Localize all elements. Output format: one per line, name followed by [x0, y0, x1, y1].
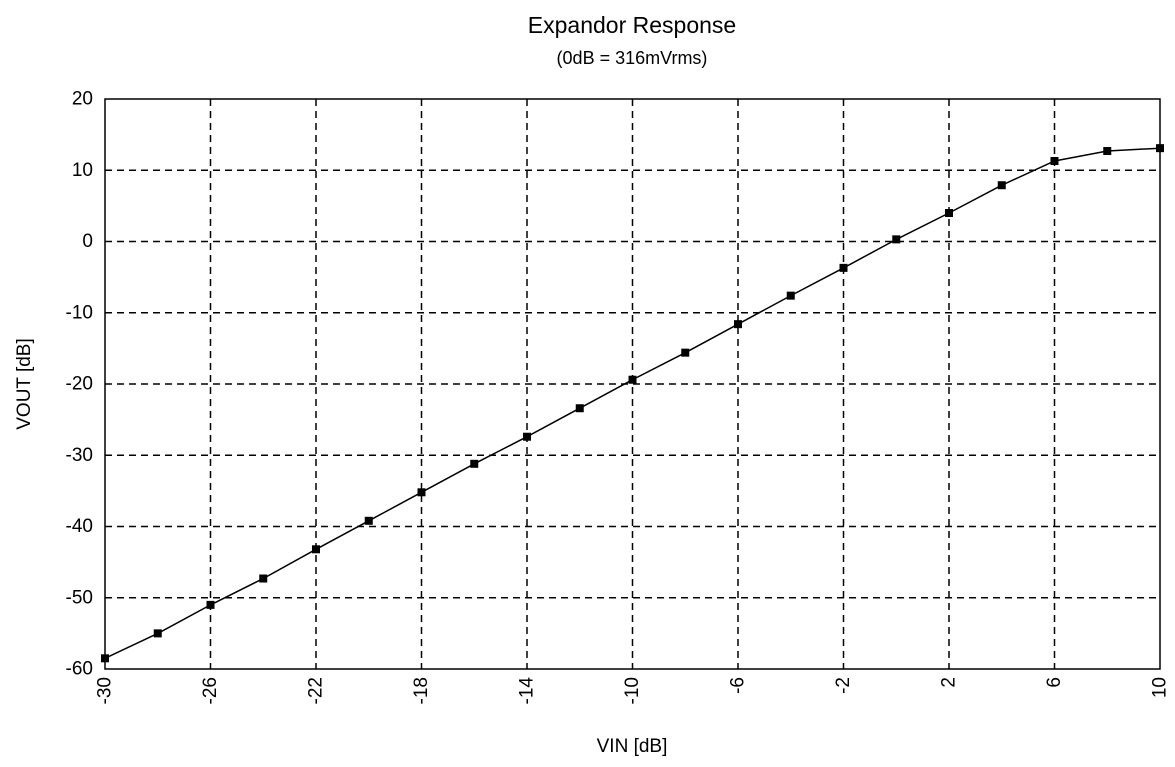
x-tick-label: -18	[411, 677, 432, 704]
x-tick-label: -2	[833, 677, 854, 694]
x-tick-label: -22	[306, 677, 327, 704]
data-point-marker	[839, 263, 848, 272]
y-tick-label: -30	[66, 445, 93, 466]
x-axis-ticks: -30 -26 -22 -18 -14 -10 -6 -2 2 6 10	[95, 677, 1171, 705]
y-tick-label: 0	[82, 231, 93, 252]
y-tick-label: -60	[66, 659, 93, 680]
y-tick-label: 10	[72, 160, 93, 181]
data-point-marker	[153, 629, 162, 638]
data-point-marker	[417, 488, 426, 497]
data-point-marker	[945, 209, 953, 217]
y-tick-label: 20	[72, 89, 93, 110]
data-point-marker	[1156, 144, 1164, 153]
data-point-marker	[734, 320, 742, 329]
data-point-marker	[259, 574, 268, 583]
data-point-marker	[786, 291, 795, 300]
x-tick-label: 10	[1150, 677, 1171, 698]
data-point-marker	[681, 348, 690, 357]
data-point-marker	[523, 432, 531, 441]
x-axis-label: VIN [dB]	[597, 736, 668, 757]
data-point-marker	[1050, 156, 1059, 165]
y-tick-label: -10	[66, 302, 93, 323]
data-point-marker	[575, 404, 584, 413]
data-point-marker	[206, 600, 215, 609]
y-tick-label: -20	[66, 374, 93, 395]
data-series	[101, 144, 1164, 663]
x-tick-label: 2	[939, 677, 960, 688]
y-tick-label: -50	[66, 587, 93, 608]
data-point-marker	[101, 654, 109, 663]
data-point-marker	[997, 181, 1006, 190]
x-tick-label: 6	[1044, 677, 1065, 688]
data-point-marker	[628, 375, 637, 384]
data-point-marker	[312, 545, 320, 554]
chart-subtitle: (0dB = 316mVrms)	[557, 48, 708, 68]
chart-title: Expandor Response	[528, 12, 736, 38]
data-point-marker	[470, 459, 479, 468]
x-tick-label: -10	[622, 677, 643, 704]
data-point-marker	[364, 516, 373, 525]
y-axis-ticks: 20 10 0 -10 -20 -30 -40 -50 -60	[66, 89, 93, 680]
x-tick-label: -6	[728, 677, 749, 694]
x-tick-label: -30	[95, 677, 116, 704]
plot-area-frame	[104, 98, 1161, 670]
y-tick-label: -40	[66, 516, 93, 537]
x-tick-label: -14	[517, 677, 538, 705]
y-axis-label: VOUT [dB]	[14, 338, 35, 430]
data-point-marker	[892, 235, 901, 244]
grid-lines	[105, 99, 1160, 669]
x-tick-label: -26	[200, 677, 221, 704]
data-point-marker	[1103, 147, 1112, 156]
